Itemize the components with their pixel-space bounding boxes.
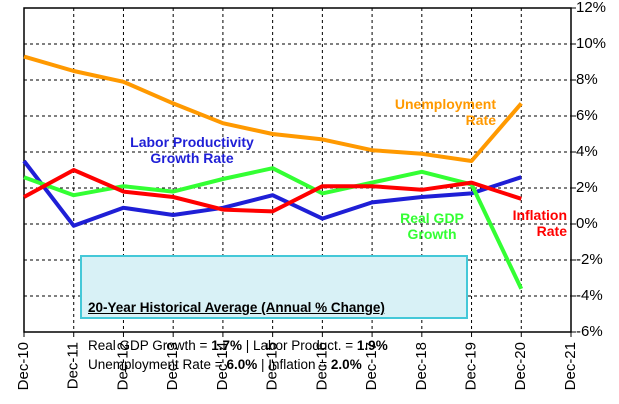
annotation-line: Unemployment Rate = 6.0% | Inflation = 2… bbox=[88, 355, 460, 374]
y-tick-label: 12% bbox=[576, 0, 606, 16]
annotation-box: 20-Year Historical Average (Annual % Cha… bbox=[80, 255, 468, 372]
series-label: Real GDP Growth bbox=[400, 210, 464, 242]
x-tick-label: Dec-17 bbox=[363, 342, 380, 390]
y-tick-label: 8% bbox=[576, 71, 598, 88]
x-tick-label: Dec-21 bbox=[562, 342, 579, 390]
y-tick-label: -2% bbox=[576, 251, 603, 268]
x-tick-label: Dec-16 bbox=[313, 342, 330, 390]
x-tick-label: Dec-14 bbox=[214, 342, 231, 390]
series-line bbox=[23, 54, 523, 163]
y-tick-label: -6% bbox=[576, 323, 603, 340]
x-tick-label: Dec-20 bbox=[512, 342, 529, 390]
series-line bbox=[22, 159, 522, 228]
y-tick-label: -4% bbox=[576, 287, 603, 304]
annotation-value: 6.0% bbox=[226, 357, 258, 372]
x-tick-label: Dec-19 bbox=[463, 342, 480, 390]
series-line bbox=[23, 168, 522, 214]
x-tick-label: Dec-10 bbox=[15, 342, 32, 390]
series-label: Inflation Rate bbox=[512, 207, 567, 239]
annotation-value: 1.9% bbox=[356, 338, 388, 353]
series-label: Unemployment Rate bbox=[394, 96, 496, 128]
annotation-value: 2.0% bbox=[330, 357, 362, 372]
x-tick-label: Dec-18 bbox=[413, 342, 430, 390]
annotation-value: 1.7% bbox=[211, 338, 242, 353]
series-label: Labor Productivity Growth Rate bbox=[130, 134, 254, 166]
x-tick-label: Dec-12 bbox=[114, 342, 131, 390]
plot-frame bbox=[23, 7, 572, 333]
y-tick-label: 10% bbox=[576, 35, 606, 52]
series-line bbox=[23, 166, 524, 290]
annotation-title: 20-Year Historical Average (Annual % Cha… bbox=[88, 300, 385, 315]
x-tick-label: Dec-15 bbox=[264, 342, 281, 390]
annotation-text: | Inflation = bbox=[257, 357, 331, 372]
y-tick-label: 2% bbox=[576, 179, 598, 196]
x-tick-label: Dec-13 bbox=[164, 342, 181, 390]
y-tick-label: 4% bbox=[576, 143, 598, 160]
annotation-line: Real GDP Growth = 1.7% | Labor Product. … bbox=[88, 336, 460, 355]
annotation-text: Unemployment Rate = bbox=[88, 357, 227, 372]
annotation-text: Real GDP Growth = bbox=[88, 338, 212, 353]
x-tick-label: Dec-11 bbox=[65, 342, 82, 389]
y-tick-label: 6% bbox=[576, 107, 598, 124]
annotation-text: | Labor Product. = bbox=[241, 338, 357, 353]
y-tick-label: 0% bbox=[576, 215, 598, 232]
